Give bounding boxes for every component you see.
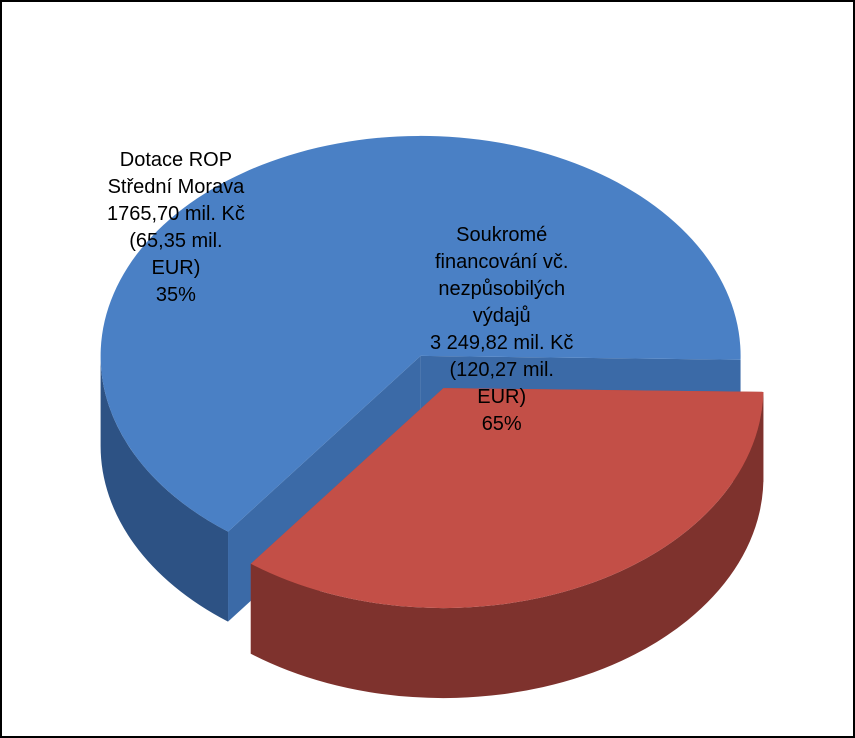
slice-label-dotace-rop: Dotace ROP Střední Morava 1765,70 mil. K…	[107, 147, 245, 309]
slice-label-private-financing: Soukromé financování vč. nezpůsobilých v…	[430, 222, 573, 438]
pie-chart	[2, 2, 855, 738]
chart-frame: Soukromé financování vč. nezpůsobilých v…	[0, 0, 855, 738]
